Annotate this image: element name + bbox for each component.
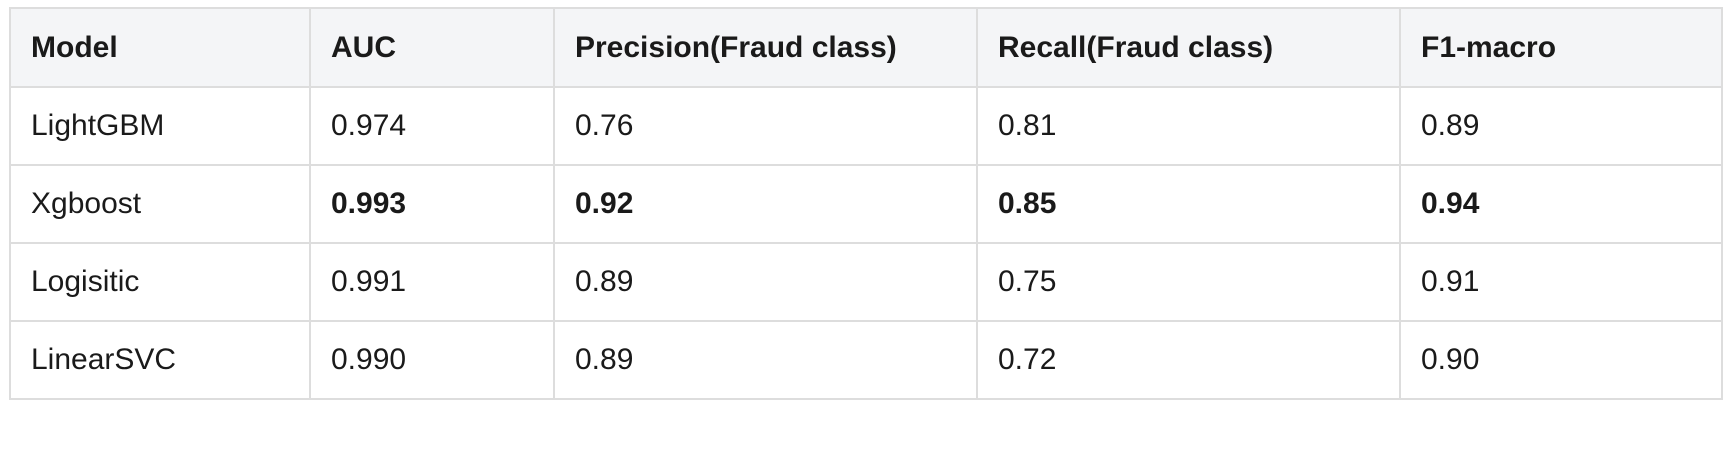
auc-cell: 0.974: [309, 86, 555, 166]
auc-cell: 0.991: [309, 242, 555, 322]
f1-macro-cell: 0.90: [1399, 320, 1723, 400]
model-name-cell: LinearSVC: [9, 320, 311, 400]
model-name-cell: Xgboost: [9, 164, 311, 244]
header-row: Model AUC Precision(Fraud class) Recall(…: [9, 7, 1723, 88]
table-row: LightGBM 0.974 0.76 0.81 0.89: [9, 86, 1723, 166]
table-body: LightGBM 0.974 0.76 0.81 0.89 Xgboost 0.…: [9, 86, 1723, 400]
model-name-cell: LightGBM: [9, 86, 311, 166]
table-row: Xgboost 0.993 0.92 0.85 0.94: [9, 164, 1723, 244]
column-header-precision: Precision(Fraud class): [553, 7, 978, 88]
f1-macro-cell: 0.94: [1399, 164, 1723, 244]
precision-cell: 0.92: [553, 164, 978, 244]
precision-cell: 0.76: [553, 86, 978, 166]
f1-macro-cell: 0.91: [1399, 242, 1723, 322]
f1-macro-cell: 0.89: [1399, 86, 1723, 166]
column-header-f1-macro: F1-macro: [1399, 7, 1723, 88]
table-row: LinearSVC 0.990 0.89 0.72 0.90: [9, 320, 1723, 400]
auc-cell: 0.993: [309, 164, 555, 244]
precision-cell: 0.89: [553, 320, 978, 400]
column-header-auc: AUC: [309, 7, 555, 88]
column-header-recall: Recall(Fraud class): [976, 7, 1401, 88]
table-row: Logisitic 0.991 0.89 0.75 0.91: [9, 242, 1723, 322]
results-table-container: Model AUC Precision(Fraud class) Recall(…: [9, 7, 1723, 400]
recall-cell: 0.85: [976, 164, 1401, 244]
precision-cell: 0.89: [553, 242, 978, 322]
model-name-cell: Logisitic: [9, 242, 311, 322]
recall-cell: 0.81: [976, 86, 1401, 166]
column-header-model: Model: [9, 7, 311, 88]
recall-cell: 0.75: [976, 242, 1401, 322]
recall-cell: 0.72: [976, 320, 1401, 400]
table-header: Model AUC Precision(Fraud class) Recall(…: [9, 7, 1723, 88]
auc-cell: 0.990: [309, 320, 555, 400]
model-comparison-table: Model AUC Precision(Fraud class) Recall(…: [9, 7, 1723, 400]
